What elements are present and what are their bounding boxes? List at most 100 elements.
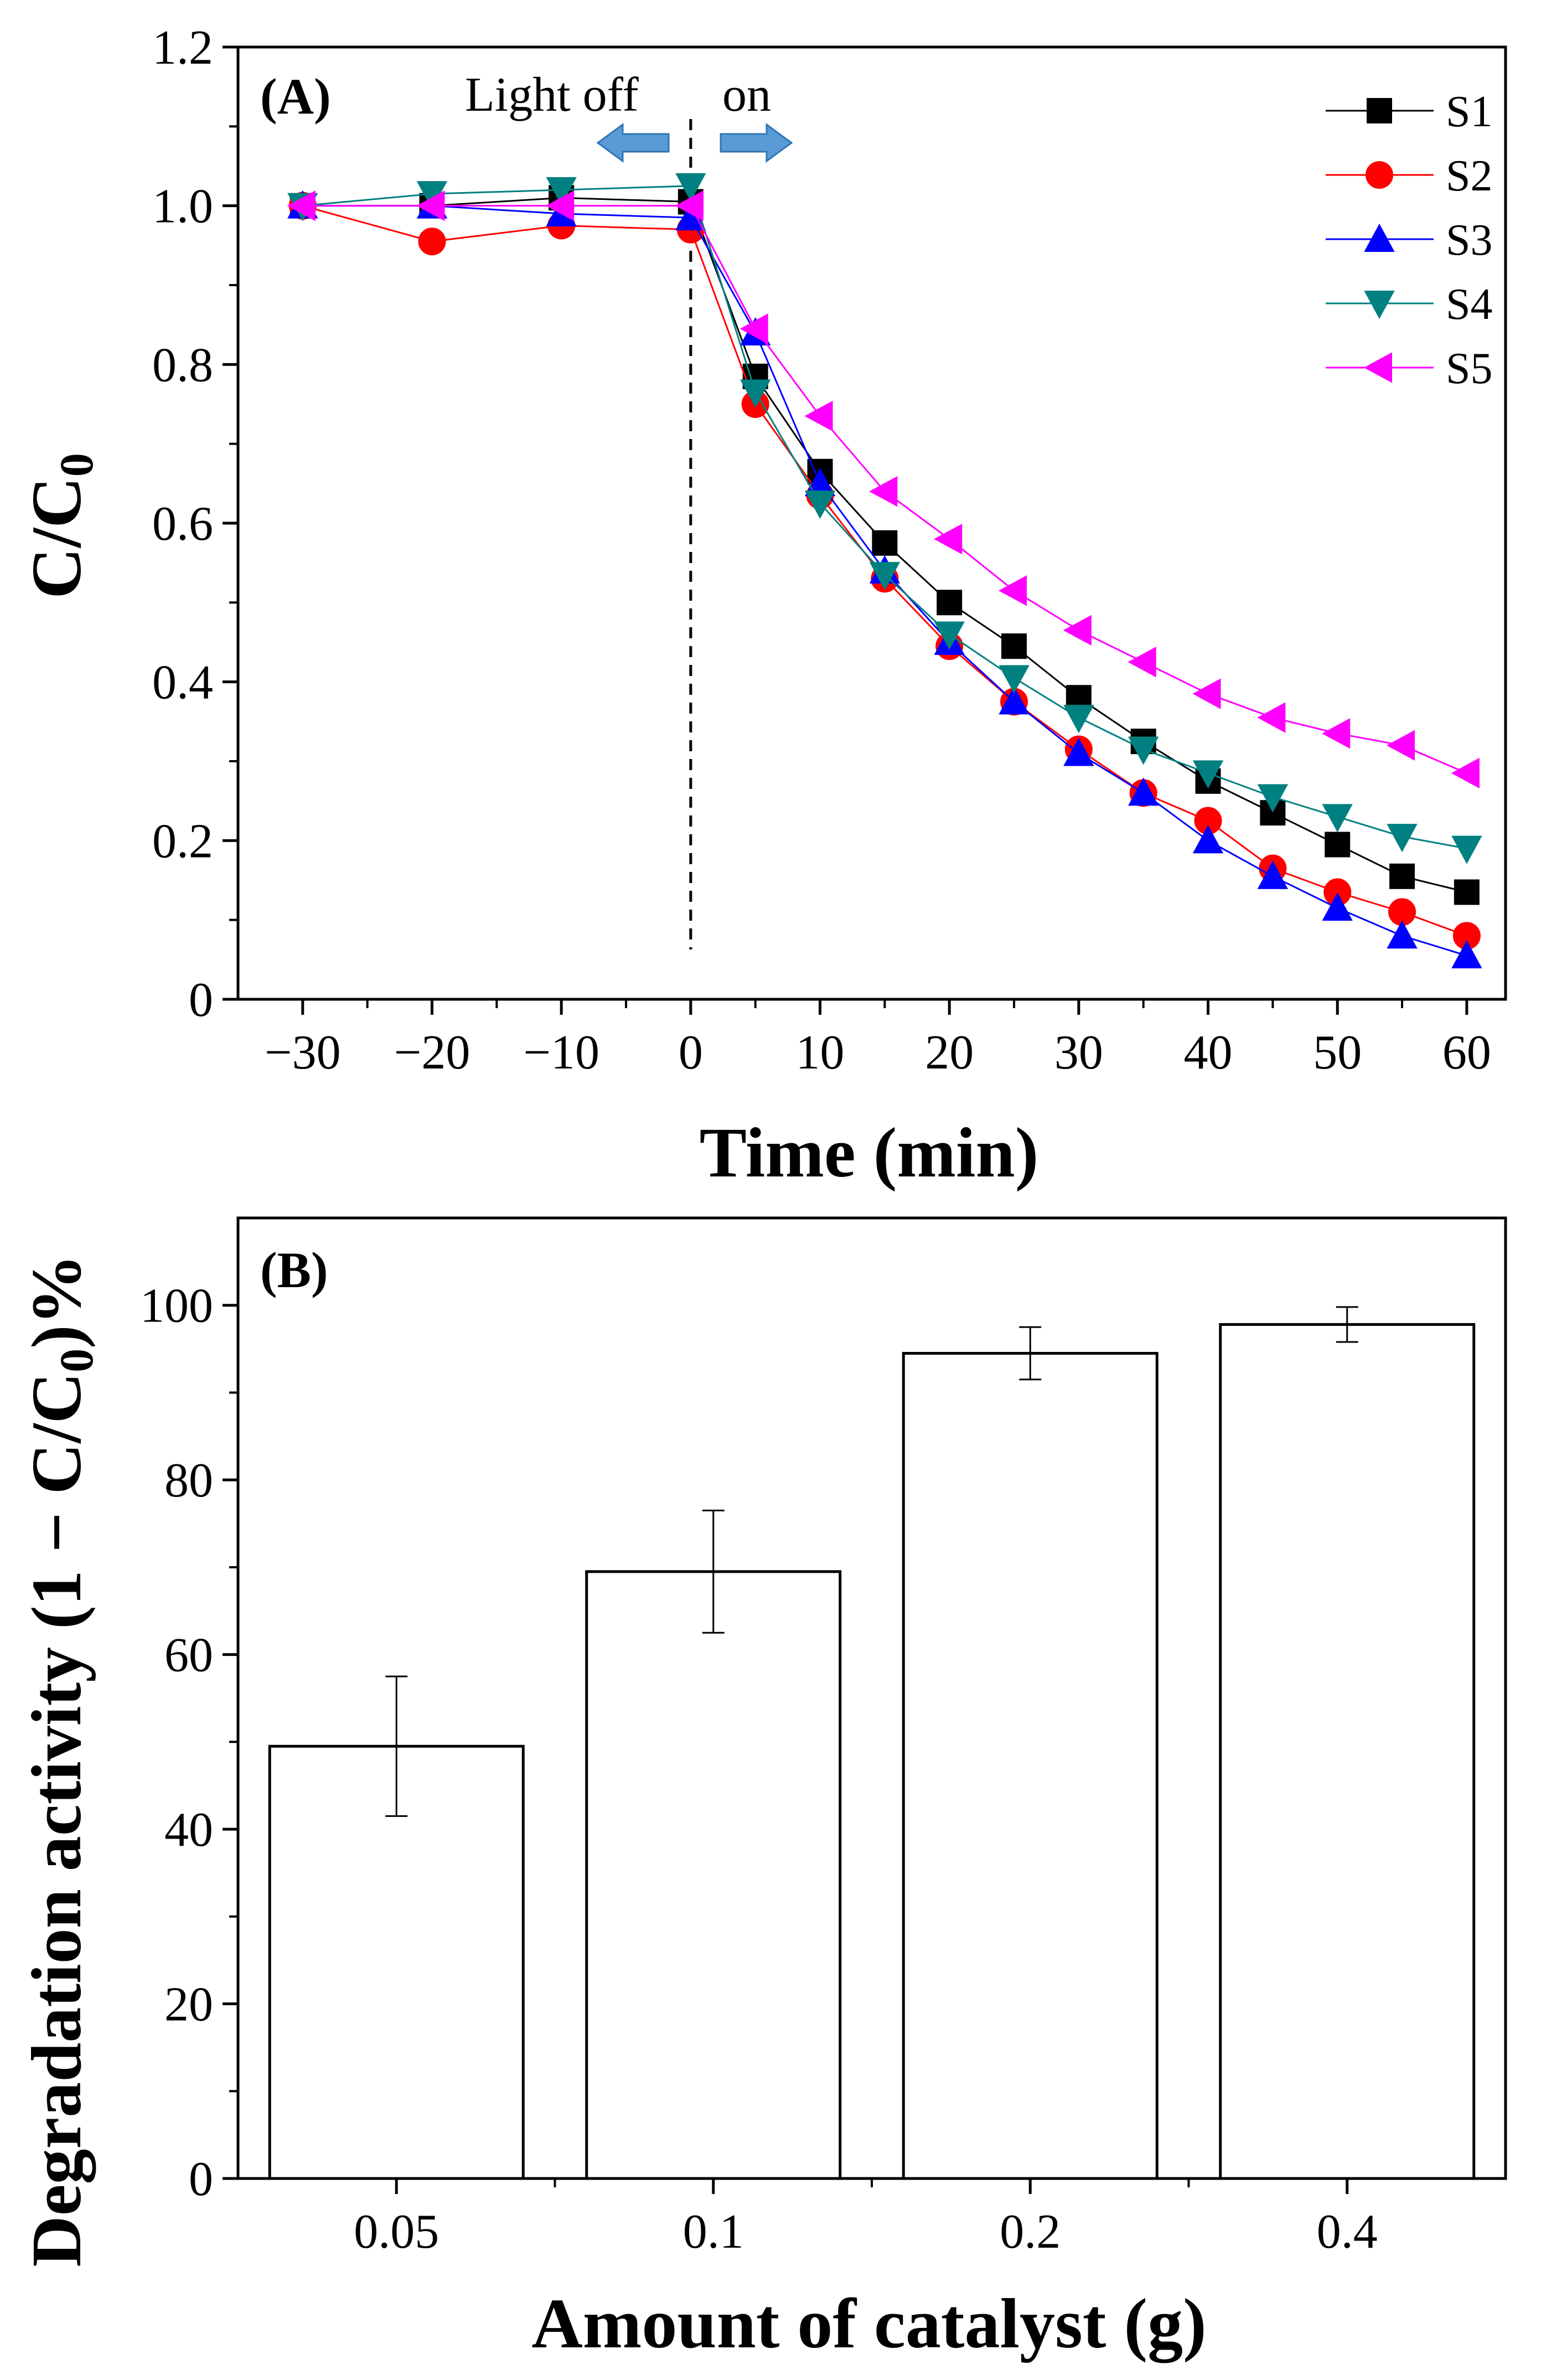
x-tick-label: 20: [925, 1026, 974, 1080]
panel-a-label: (A): [260, 68, 331, 125]
x-tick-label: −20: [394, 1026, 470, 1080]
left-arrow-icon: [596, 123, 670, 163]
data-point-s5: [1192, 678, 1221, 709]
panel-b-y-axis-title-subscript: 0: [50, 1349, 103, 1372]
panel-b-bars: [268, 1306, 1476, 2180]
x-tick-label: −10: [523, 1026, 599, 1080]
bar-group: [585, 1509, 842, 2180]
series-line-s2: [302, 205, 1467, 937]
data-point-s3: [1192, 825, 1224, 854]
data-point-s1: [1001, 633, 1027, 659]
x-tick-label: 40: [1184, 1026, 1233, 1080]
panel-b-y-axis: 0 20 40 60 80 100: [140, 1279, 238, 2206]
legend-label-s1: S1: [1446, 87, 1493, 136]
data-point-s5: [998, 575, 1027, 606]
x-tick-label: 0: [679, 1026, 703, 1080]
legend-label-s2: S2: [1446, 152, 1493, 200]
y-tick-label: 60: [164, 1629, 213, 1682]
panel-a-legend: S1 S2 S3 S4 S5: [1326, 87, 1493, 393]
data-point-s4: [740, 379, 771, 408]
y-tick-label: 40: [164, 1803, 213, 1857]
light-on-label: on: [722, 68, 771, 122]
data-point-s5: [1257, 702, 1286, 733]
data-point-s1: [937, 590, 963, 616]
data-point-s1: [1454, 879, 1480, 905]
panel-b-x-axis: 0.05 0.1 0.2 0.4: [354, 2178, 1378, 2259]
legend-marker-s3: [1364, 223, 1395, 252]
bar: [902, 1351, 1159, 2180]
data-point-s4: [1387, 824, 1418, 853]
data-point-s5: [416, 190, 445, 221]
panel-a-y-axis-title-main: C/C: [17, 477, 96, 598]
y-tick-label: 0: [189, 2152, 213, 2206]
data-point-s5: [287, 190, 316, 221]
light-off-label: Light off: [465, 68, 639, 122]
data-point-s4: [934, 621, 965, 650]
data-point-s2: [418, 228, 446, 256]
bar-group: [902, 1326, 1159, 2180]
x-tick-label: 60: [1442, 1026, 1491, 1080]
panel-b-x-axis-title: Amount of catalyst (g): [531, 2284, 1206, 2363]
x-tick-label: 0.05: [354, 2205, 439, 2259]
y-tick-label: 0: [189, 973, 213, 1027]
data-point-s4: [1192, 760, 1224, 789]
data-point-s3: [1257, 860, 1289, 889]
y-tick-label: 80: [164, 1454, 213, 1507]
data-point-s3: [1128, 777, 1159, 806]
panel-a-series-group: [287, 173, 1482, 969]
series-s4: [287, 173, 1482, 864]
bar: [585, 1570, 842, 2180]
data-point-s5: [869, 476, 898, 507]
data-point-s5: [739, 313, 768, 344]
x-tick-label: 0.4: [1317, 2205, 1378, 2259]
data-point-s4: [1322, 804, 1353, 833]
data-point-s4: [546, 177, 577, 206]
series-s1: [289, 185, 1480, 905]
data-point-s5: [546, 190, 575, 221]
data-point-s5: [1128, 647, 1156, 678]
panel-a-x-axis: −30 −20 −10 0 10 20 30 40 50 60: [265, 999, 1491, 1080]
data-point-s4: [869, 562, 901, 591]
panel-a-y-axis: 0 0.2 0.4 0.6 0.8 1.0 1.2: [152, 21, 238, 1027]
panel-b-y-axis-title: Degradation activity (1 − C/C0)%: [17, 1254, 103, 2267]
y-tick-label: 100: [140, 1279, 213, 1333]
x-tick-label: 30: [1054, 1026, 1103, 1080]
y-tick-label: 1.2: [152, 21, 213, 75]
data-point-s5: [804, 400, 833, 432]
data-point-s4: [1128, 736, 1159, 765]
right-arrow-icon: [720, 123, 793, 163]
data-point-s5: [1451, 757, 1480, 789]
y-tick-label: 1.0: [152, 180, 213, 234]
data-point-s4: [675, 173, 706, 202]
legend-label-s4: S4: [1446, 280, 1493, 329]
panel-a-x-axis-title: Time (min): [700, 1113, 1039, 1192]
data-point-s5: [934, 523, 963, 555]
data-point-s1: [872, 530, 898, 556]
panel-b-label: (B): [260, 1242, 328, 1298]
y-tick-label: 0.2: [152, 814, 213, 868]
panel-a-y-axis-title: C/C0: [17, 453, 103, 598]
series-line-s4: [302, 185, 1467, 850]
x-tick-label: 0.1: [683, 2205, 744, 2259]
data-point-s5: [1386, 730, 1415, 761]
data-point-s5: [675, 190, 704, 221]
panel-b-y-axis-title-prefix: Degradation activity (1 − C/C: [17, 1372, 96, 2267]
data-point-s1: [1325, 832, 1351, 858]
legend-label-s5: S5: [1446, 344, 1493, 393]
data-point-s1: [1389, 863, 1415, 889]
data-point-s3: [999, 686, 1030, 715]
data-point-s4: [1451, 835, 1482, 864]
series-line-s5: [302, 205, 1467, 774]
bar: [268, 1744, 525, 2180]
data-point-s5: [1322, 718, 1351, 749]
data-point-s4: [1257, 784, 1289, 813]
bar-group: [1219, 1306, 1476, 2180]
x-tick-label: 0.2: [1000, 2205, 1061, 2259]
data-point-s3: [1322, 892, 1353, 921]
y-tick-label: 20: [164, 1978, 213, 2032]
series-s5: [287, 190, 1480, 789]
panel-a-line-chart: 0 0.2 0.4 0.6 0.8 1.0 1.2 −30 −20 −10 0 10 20 30 40 50…: [17, 21, 1507, 1192]
y-tick-label: 0.4: [152, 656, 213, 710]
legend-marker-s4: [1364, 291, 1395, 319]
